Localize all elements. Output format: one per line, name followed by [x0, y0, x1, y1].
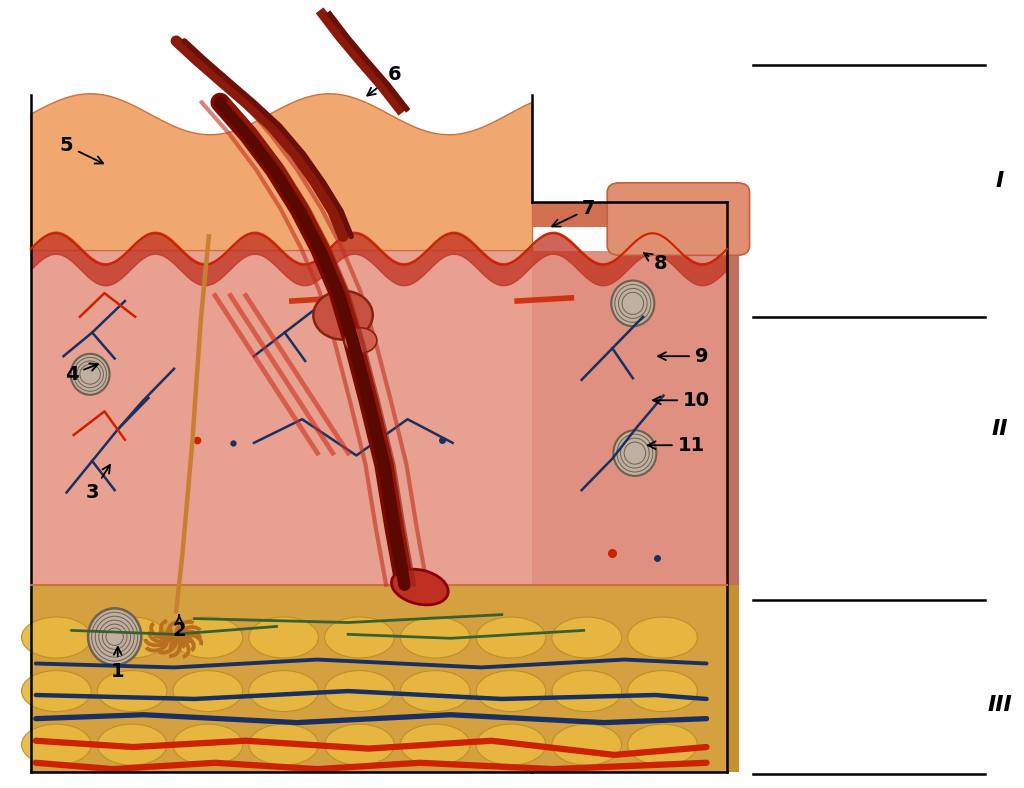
Ellipse shape: [22, 617, 91, 658]
Ellipse shape: [249, 671, 318, 712]
Ellipse shape: [552, 671, 622, 712]
Polygon shape: [31, 94, 532, 251]
Ellipse shape: [476, 617, 546, 658]
Ellipse shape: [611, 281, 654, 326]
Text: 8: 8: [644, 253, 668, 273]
Bar: [31, 585, 727, 772]
Ellipse shape: [476, 724, 546, 765]
Bar: [532, 251, 727, 585]
Ellipse shape: [249, 724, 318, 765]
Text: 1: 1: [111, 647, 125, 681]
FancyBboxPatch shape: [607, 183, 750, 255]
Ellipse shape: [400, 617, 470, 658]
Ellipse shape: [628, 671, 697, 712]
Text: 2: 2: [172, 615, 186, 640]
Ellipse shape: [628, 724, 697, 765]
Text: I: I: [995, 171, 1004, 191]
Ellipse shape: [22, 671, 91, 712]
Bar: [727, 585, 739, 772]
Ellipse shape: [391, 569, 449, 605]
Ellipse shape: [325, 724, 394, 765]
Text: 3: 3: [85, 465, 110, 502]
Ellipse shape: [71, 354, 110, 395]
Ellipse shape: [88, 608, 141, 665]
Polygon shape: [31, 165, 532, 251]
Ellipse shape: [613, 430, 656, 476]
Ellipse shape: [476, 671, 546, 712]
Ellipse shape: [97, 617, 167, 658]
Ellipse shape: [173, 671, 243, 712]
Ellipse shape: [22, 724, 91, 765]
Ellipse shape: [400, 724, 470, 765]
Ellipse shape: [325, 671, 394, 712]
Bar: [31, 251, 727, 585]
Ellipse shape: [552, 617, 622, 658]
Ellipse shape: [325, 617, 394, 658]
Polygon shape: [31, 201, 532, 251]
Text: III: III: [987, 695, 1012, 716]
Ellipse shape: [313, 291, 373, 340]
Bar: [727, 219, 739, 585]
Text: 11: 11: [648, 436, 705, 455]
Bar: [532, 202, 737, 227]
Text: 5: 5: [59, 136, 103, 164]
Text: 9: 9: [658, 347, 709, 366]
Text: 7: 7: [552, 199, 596, 227]
Ellipse shape: [628, 617, 697, 658]
Text: 6: 6: [368, 65, 401, 95]
Ellipse shape: [173, 617, 243, 658]
Ellipse shape: [552, 724, 622, 765]
Ellipse shape: [97, 671, 167, 712]
Ellipse shape: [97, 724, 167, 765]
Ellipse shape: [173, 724, 243, 765]
Text: II: II: [991, 419, 1008, 440]
Ellipse shape: [400, 671, 470, 712]
Ellipse shape: [344, 328, 377, 353]
Ellipse shape: [249, 617, 318, 658]
Text: 4: 4: [65, 363, 98, 384]
Text: 10: 10: [653, 391, 710, 410]
